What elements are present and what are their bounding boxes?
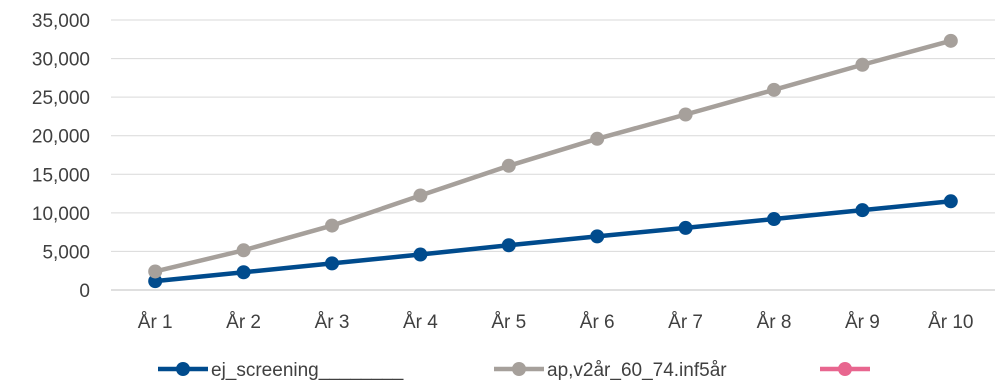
data-point: [678, 107, 693, 122]
y-tick-label: 20,000: [32, 127, 90, 148]
data-point: [678, 220, 693, 235]
x-axis-tick-labels: År 1 År 2 År 3 År 4 År 5 År 6 År 7 År 8 År 9 År 1…: [138, 312, 974, 333]
data-point: [148, 274, 163, 289]
legend-label-1: ej_screening________: [211, 360, 404, 381]
x-tick-label: År 3: [315, 312, 350, 333]
data-point: [767, 212, 781, 227]
x-tick-label: År 1: [138, 312, 173, 333]
y-tick-label: 25,000: [32, 88, 90, 109]
data-point: [590, 131, 605, 146]
data-point: [325, 218, 339, 233]
legend-marker-2: [512, 362, 526, 376]
data-point: [943, 194, 958, 209]
data-point: [413, 188, 428, 203]
data-point: [236, 243, 251, 258]
data-point: [590, 229, 605, 244]
legend-label-2: ap,v2år_60_74.inf5år: [547, 360, 727, 381]
x-tick-label: År 10: [928, 312, 973, 333]
data-point: [325, 256, 339, 271]
y-axis-tick-labels: 0 5,000 10,000 15,000 20,000 25,000 30,000 35,0…: [32, 11, 90, 302]
x-tick-label: År 7: [668, 312, 703, 333]
y-tick-label: 5,000: [42, 242, 90, 263]
y-tick-label: 10,000: [32, 204, 90, 225]
data-point: [413, 247, 428, 262]
y-tick-label: 30,000: [32, 50, 90, 71]
data-point: [501, 238, 516, 253]
data-point: [855, 57, 870, 72]
y-tick-label: 35,000: [32, 11, 90, 32]
series-lines: [148, 33, 958, 289]
x-tick-label: År 5: [491, 312, 526, 333]
legend-marker-1: [176, 362, 190, 376]
legend-marker-3: [838, 362, 852, 376]
y-tick-label: 15,000: [32, 165, 90, 186]
x-tick-label: År 2: [226, 312, 261, 333]
legend: ej_screening________ ap,v2år_60_74.inf5år: [158, 360, 870, 381]
data-point: [501, 158, 516, 173]
data-point: [767, 82, 781, 97]
x-tick-label: År 9: [845, 312, 880, 333]
x-tick-label: År 6: [580, 312, 615, 333]
series-line-2: [152, 38, 954, 274]
x-tick-label: År 4: [403, 312, 438, 333]
data-point: [236, 265, 251, 280]
gridlines: [111, 19, 995, 291]
data-point: [148, 264, 163, 279]
y-tick-label: 0: [79, 281, 90, 302]
data-point: [943, 33, 958, 48]
data-point: [855, 203, 870, 218]
x-tick-label: År 8: [757, 312, 792, 333]
series-line-1: [152, 199, 954, 284]
